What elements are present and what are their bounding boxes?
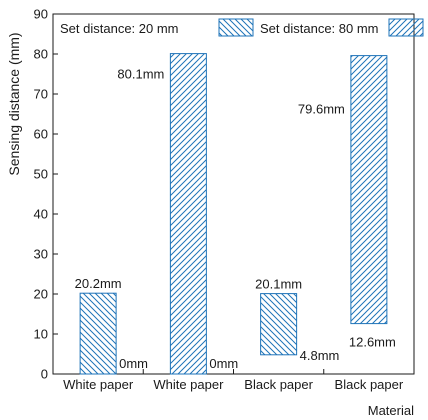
- legend-label-20mm: Set distance: 20 mm: [60, 21, 179, 36]
- legend-swatch-80mm: [388, 18, 424, 37]
- y-tick-label: 20: [34, 287, 48, 302]
- y-tick-label: 80: [34, 47, 48, 62]
- bar-high-label: 79.6mm: [298, 102, 345, 117]
- y-tick-label: 60: [34, 127, 48, 142]
- y-tick-label: 0: [41, 367, 48, 382]
- bar-low-label: 12.6mm: [349, 335, 396, 350]
- bar-high-label: 20.1mm: [255, 277, 302, 292]
- x-tick-label: Black paper: [335, 377, 404, 392]
- y-tick-label: 50: [34, 167, 48, 182]
- bar-1: [79, 292, 117, 375]
- bar-4: [350, 55, 388, 325]
- bar-high-label: 80.1mm: [117, 67, 164, 82]
- x-tick-label: White paper: [63, 377, 134, 392]
- y-tick-label: 30: [34, 247, 48, 262]
- y-tick-label: 70: [34, 87, 48, 102]
- x-tick-label: Black paper: [244, 377, 313, 392]
- bar-low-label: 0mm: [209, 356, 238, 371]
- bar-high-label: 20.2mm: [75, 276, 122, 291]
- bar-labels-group: 20.2mm 0mm 80.1mm 0mm 20.1mm 4.8mm 79.6mm 12.6m…: [75, 67, 396, 371]
- y-axis-ticks: 0 10 20 30 40 50 60 70 80 90: [34, 7, 58, 382]
- x-axis-ticks: White paper White paper Black paper Black p…: [63, 369, 404, 392]
- bar-2: [169, 53, 207, 375]
- bars-group: [79, 53, 388, 375]
- y-axis-label: Sensing distance (mm): [6, 32, 22, 175]
- legend: Set distance: 20 mm Set distance: 80 mm: [60, 18, 424, 37]
- bar-3: [260, 293, 298, 356]
- y-tick-label: 90: [34, 7, 48, 22]
- bar-low-label: 0mm: [119, 356, 148, 371]
- x-axis-label: Material: [368, 403, 414, 418]
- y-tick-label: 10: [34, 327, 48, 342]
- legend-label-80mm: Set distance: 80 mm: [260, 21, 379, 36]
- legend-swatch-20mm: [218, 18, 254, 37]
- bar-low-label: 4.8mm: [300, 348, 340, 363]
- x-tick-label: White paper: [153, 377, 224, 392]
- y-tick-label: 40: [34, 207, 48, 222]
